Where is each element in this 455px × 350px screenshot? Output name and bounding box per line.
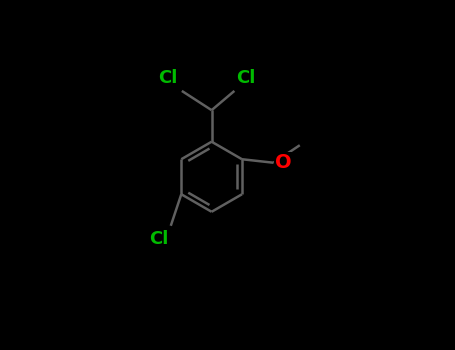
Text: Cl: Cl: [236, 69, 255, 87]
Text: Cl: Cl: [149, 230, 168, 248]
Text: Cl: Cl: [158, 69, 178, 87]
Text: O: O: [275, 153, 292, 172]
